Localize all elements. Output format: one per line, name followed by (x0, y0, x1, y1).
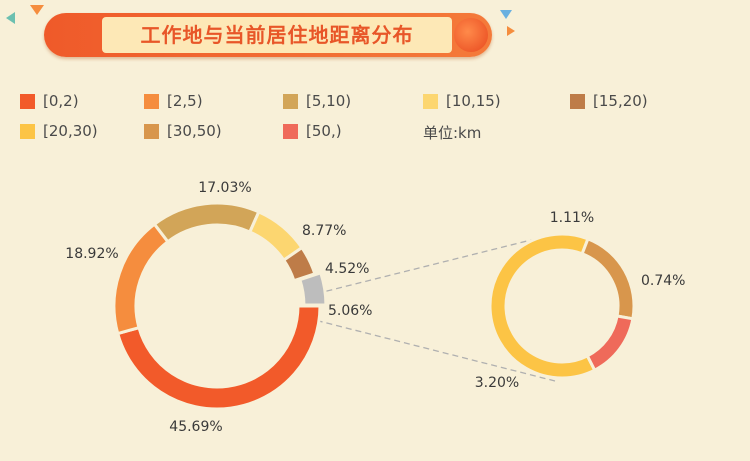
donut-slice (112, 222, 170, 336)
legend-swatch (423, 93, 438, 109)
unit-label: 单位:km (423, 124, 482, 142)
legend-item: [50,) (283, 121, 342, 141)
slice-label: 0.74% (641, 273, 685, 289)
connector-line (306, 233, 556, 297)
confetti-triangle-left (6, 12, 15, 24)
confetti-triangle-blue (500, 10, 512, 19)
banner-orange-dot (454, 18, 488, 52)
slice-label: 17.03% (198, 180, 251, 196)
legend-swatch (20, 123, 35, 139)
legend-item: [0,2) (20, 91, 79, 111)
legend-label: [0,2) (43, 92, 79, 110)
legend-label: [20,30) (43, 122, 98, 140)
legend-swatch (283, 123, 298, 139)
slice-label: 45.69% (169, 419, 222, 435)
legend-swatch (144, 93, 159, 109)
legend-label: [15,20) (593, 92, 648, 110)
donut-slice (152, 201, 261, 244)
donut-slice (281, 245, 317, 283)
legend-label: [2,5) (167, 92, 203, 110)
legend-item: [15,20) (570, 91, 648, 111)
legend-swatch (144, 123, 159, 139)
slice-label: 8.77% (302, 223, 346, 239)
chart-title: 工作地与当前居住地距离分布 (140, 23, 414, 47)
donut-slice (580, 236, 636, 321)
legend-item: [10,15) (423, 91, 501, 111)
legend-label: [5,10) (306, 92, 352, 110)
slice-label: 4.52% (325, 261, 369, 277)
slice-label: 1.11% (550, 210, 594, 226)
donut-slice (115, 304, 322, 411)
legend-swatch (570, 93, 585, 109)
legend-swatch (20, 93, 35, 109)
legend-label: [50,) (306, 122, 342, 140)
legend-item: [30,50) (144, 121, 222, 141)
legend-item: [20,30) (20, 121, 98, 141)
legend-item: [2,5) (144, 91, 203, 111)
title-plate: 工作地与当前居住地距离分布 (102, 17, 452, 53)
donut-slice (488, 232, 597, 380)
donut-slice (297, 270, 328, 307)
legend-label: [30,50) (167, 122, 222, 140)
legend-item: [5,10) (283, 91, 351, 111)
legend: [0,2) [2,5) [5,10) [10,15) [15,20) [20,30) [30… (0, 0, 750, 150)
connector-line (306, 317, 556, 382)
slice-label: 18.92% (65, 246, 118, 262)
slice-label: 3.20% (475, 375, 519, 391)
donut-slice (585, 314, 635, 373)
title-banner: 工作地与当前居住地距离分布 (44, 13, 492, 57)
slice-label: 5.06% (328, 303, 372, 319)
legend-label: [10,15) (446, 92, 501, 110)
confetti-triangle-orange (30, 5, 44, 15)
confetti-triangle-right (507, 26, 515, 36)
legend-swatch (283, 93, 298, 109)
